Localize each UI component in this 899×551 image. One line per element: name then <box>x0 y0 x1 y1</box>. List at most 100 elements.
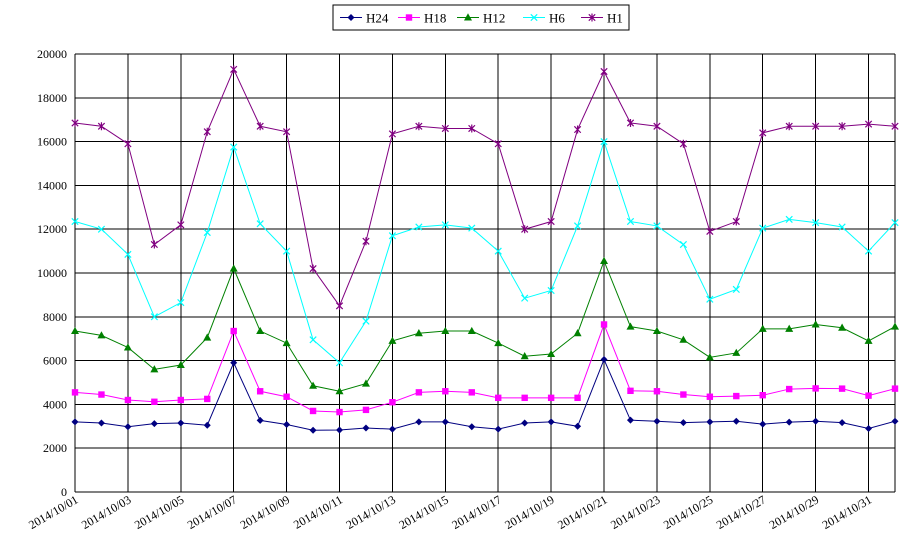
data-point-h18 <box>336 408 343 416</box>
data-point-h12 <box>679 335 688 343</box>
legend-marker-h6 <box>530 13 538 22</box>
data-point-h12 <box>203 333 212 341</box>
data-point-h1 <box>177 220 185 229</box>
data-point-h24 <box>759 420 767 428</box>
y-axis-tick-labels: 0 2000 4000 6000 8000 10000 12000 14000 16000 180… <box>37 47 67 499</box>
data-point-h12 <box>891 322 899 330</box>
data-point-h6 <box>626 217 635 226</box>
y-tick-label: 4000 <box>43 397 67 411</box>
legend-label-h18: H18 <box>424 11 446 26</box>
data-point-h12 <box>71 326 79 335</box>
data-point-h6 <box>468 224 476 232</box>
data-point-h24 <box>362 424 370 432</box>
data-point-h6 <box>785 215 793 223</box>
gridlines <box>74 53 896 493</box>
data-point-h6 <box>441 221 449 229</box>
data-point-h6 <box>494 247 502 255</box>
y-tick-label: 14000 <box>37 178 67 192</box>
data-point-h6 <box>547 286 555 295</box>
data-point-h6 <box>388 232 397 240</box>
data-point-h18 <box>151 398 158 405</box>
data-point-h24 <box>494 425 502 433</box>
data-point-h6 <box>150 313 158 321</box>
data-point-h1 <box>732 217 740 226</box>
data-point-h1 <box>230 65 238 74</box>
data-point-h18 <box>812 385 819 392</box>
data-point-h12 <box>600 256 609 264</box>
series-line-h18 <box>74 323 896 413</box>
data-point-h6 <box>203 228 211 237</box>
data-point-h24 <box>388 425 396 433</box>
data-point-h1 <box>388 129 397 138</box>
data-point-h18 <box>733 392 740 400</box>
data-point-h1 <box>600 67 608 76</box>
data-point-h12 <box>150 365 159 373</box>
data-point-h24 <box>679 419 687 427</box>
legend-marker-h24 <box>347 14 355 21</box>
data-point-h6 <box>759 224 767 232</box>
data-point-h24 <box>256 416 264 424</box>
data-point-h1 <box>891 122 899 131</box>
data-point-h18 <box>362 406 370 414</box>
data-point-h24 <box>336 426 344 434</box>
data-point-h1 <box>362 237 370 246</box>
data-point-h12 <box>229 264 238 272</box>
data-point-h24 <box>785 418 793 426</box>
data-point-h1 <box>653 122 661 131</box>
data-point-h12 <box>732 348 741 356</box>
data-point-h1 <box>71 118 79 127</box>
data-point-h24 <box>547 418 555 426</box>
data-point-h6 <box>679 240 688 249</box>
data-point-h18 <box>98 391 105 398</box>
data-point-h12 <box>97 331 106 339</box>
data-point-h18 <box>468 389 475 396</box>
data-point-h24 <box>838 419 846 427</box>
legend: H24 H18 H12 H6 H1 <box>332 4 630 31</box>
data-point-h1 <box>282 127 291 136</box>
x-tick-label: 2014/10/09 <box>238 492 292 531</box>
data-point-h1 <box>864 120 873 129</box>
x-tick-label: 2014/10/31 <box>820 492 874 531</box>
data-point-h12 <box>467 326 476 335</box>
data-point-h12 <box>573 329 582 337</box>
data-point-h18 <box>415 389 423 396</box>
data-point-h1 <box>547 217 555 226</box>
data-point-h18 <box>204 395 211 403</box>
data-point-h24 <box>230 359 238 367</box>
x-tick-label: 2014/10/11 <box>291 492 345 531</box>
y-tick-label: 16000 <box>37 135 67 149</box>
data-point-h24 <box>600 356 608 364</box>
x-tick-label: 2014/10/17 <box>449 492 503 531</box>
data-point-h18 <box>627 387 634 395</box>
data-point-h12 <box>441 326 450 335</box>
legend-box <box>332 4 630 31</box>
data-point-h6 <box>415 223 423 231</box>
data-point-h6 <box>573 222 582 230</box>
x-tick-label: 2014/10/07 <box>185 492 239 531</box>
data-point-h24 <box>468 423 476 431</box>
data-point-h12 <box>123 343 132 351</box>
data-point-h1 <box>785 122 793 131</box>
data-point-h18 <box>865 392 872 399</box>
legend-label-h12: H12 <box>483 11 505 26</box>
y-tick-label: 2000 <box>43 441 67 455</box>
data-point-h12 <box>335 387 344 395</box>
series-lines <box>74 68 896 431</box>
data-point-h18 <box>442 388 449 395</box>
x-tick-label: 2014/10/29 <box>767 492 821 531</box>
y-tick-label: 12000 <box>37 222 67 236</box>
data-point-h18 <box>706 393 714 400</box>
data-point-h1 <box>626 118 635 127</box>
data-point-h18 <box>547 394 555 402</box>
x-tick-label: 2014/10/25 <box>661 492 715 531</box>
data-point-h18 <box>309 407 317 415</box>
data-point-h6 <box>230 143 238 151</box>
data-point-h18 <box>653 388 661 395</box>
data-point-h24 <box>441 418 449 426</box>
data-point-h1 <box>415 122 423 131</box>
data-point-h6 <box>309 336 317 344</box>
x-tick-label: 2014/10/01 <box>26 492 80 531</box>
data-point-h12 <box>838 323 847 331</box>
data-point-h1 <box>441 124 449 133</box>
data-point-h1 <box>256 122 264 131</box>
